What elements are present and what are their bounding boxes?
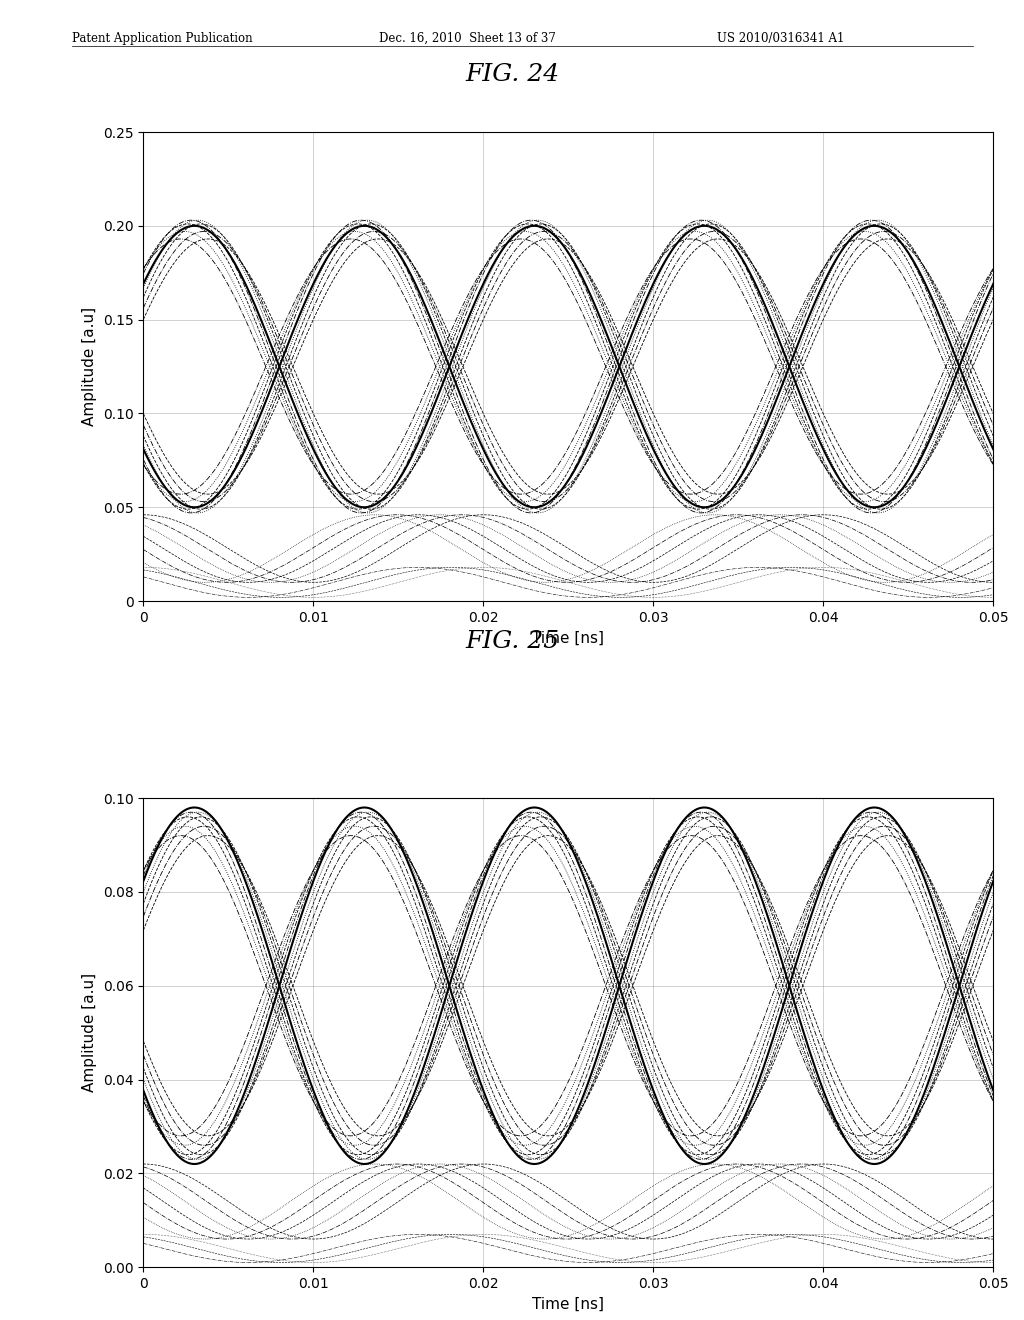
Text: FIG. 24: FIG. 24 xyxy=(465,63,559,86)
Text: Dec. 16, 2010  Sheet 13 of 37: Dec. 16, 2010 Sheet 13 of 37 xyxy=(379,32,556,45)
X-axis label: Time [ns]: Time [ns] xyxy=(532,631,604,645)
Y-axis label: Amplitude [a.u]: Amplitude [a.u] xyxy=(82,973,97,1092)
Y-axis label: Amplitude [a.u]: Amplitude [a.u] xyxy=(82,308,97,426)
Text: Patent Application Publication: Patent Application Publication xyxy=(72,32,252,45)
X-axis label: Time [ns]: Time [ns] xyxy=(532,1296,604,1312)
Text: US 2010/0316341 A1: US 2010/0316341 A1 xyxy=(717,32,844,45)
Text: FIG. 25: FIG. 25 xyxy=(465,631,559,653)
